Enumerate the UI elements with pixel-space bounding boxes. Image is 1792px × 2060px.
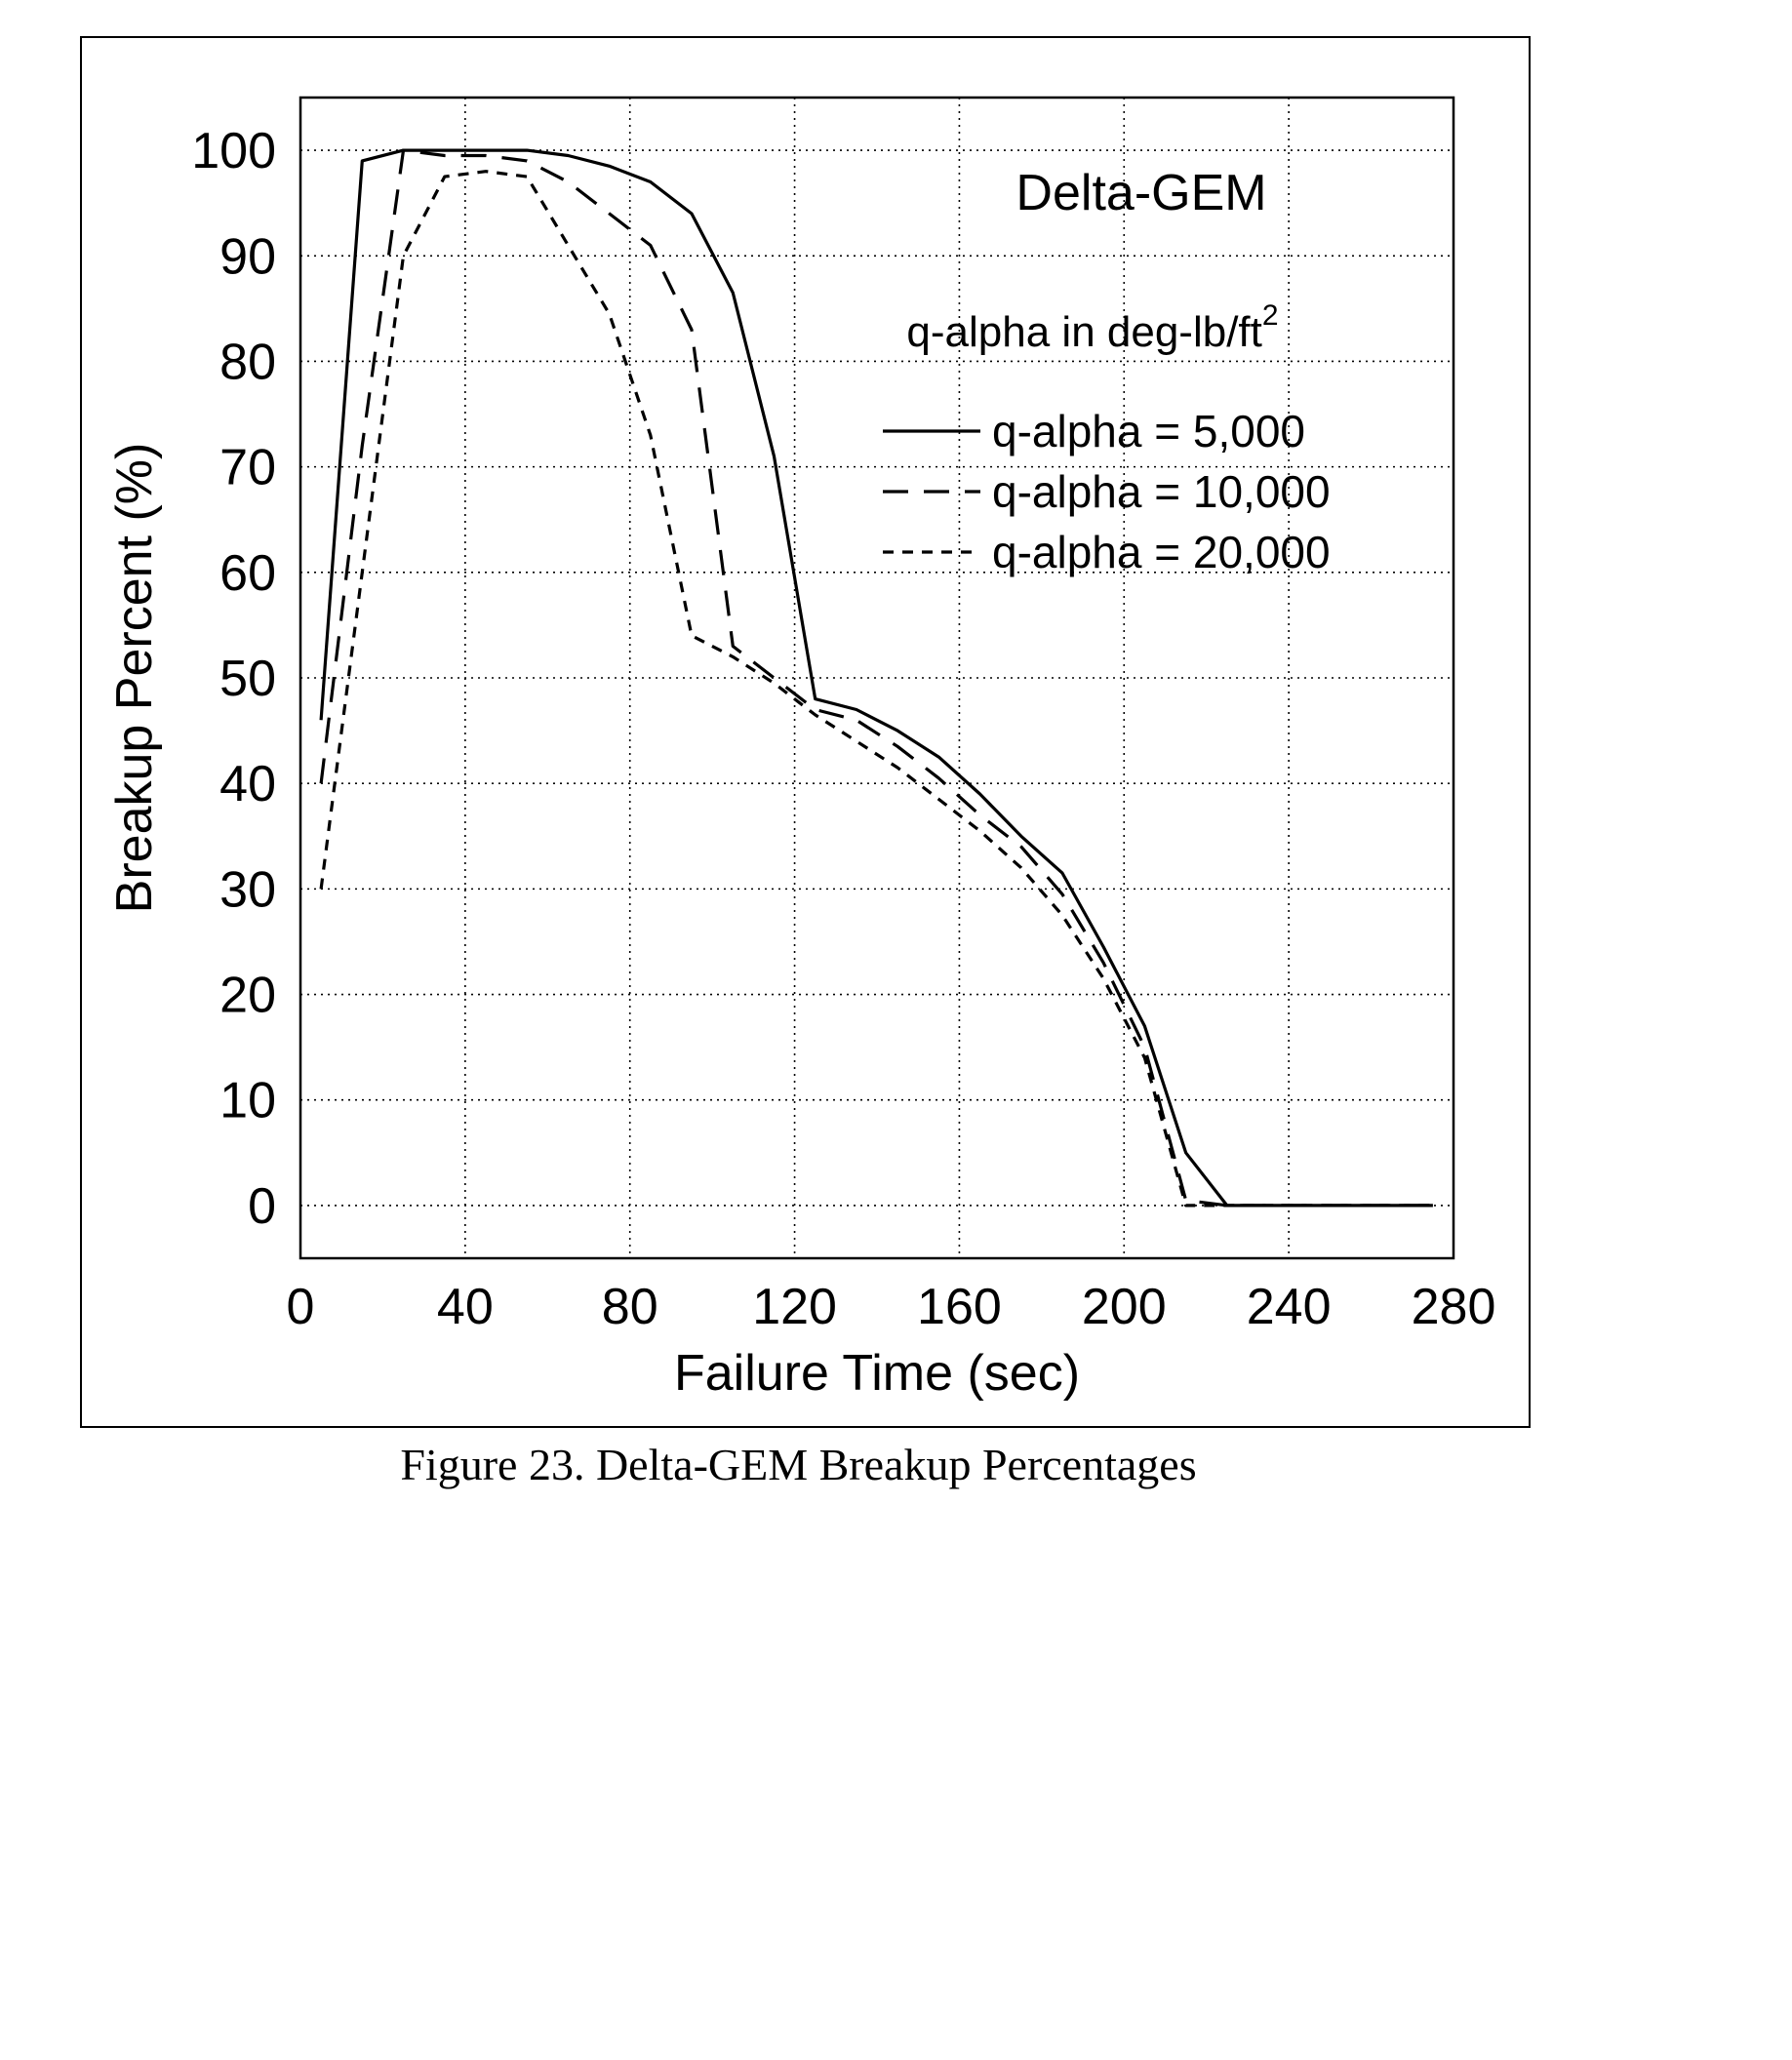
- x-tick-label: 160: [917, 1279, 1002, 1335]
- y-tick-label: 10: [219, 1073, 276, 1129]
- annotation-subtitle-text: q-alpha in deg-lb/ft: [906, 308, 1261, 356]
- chart: 0 40 80 120 160 200 240 280 0 10 20 30 40 50 60 70 80 90 1…: [106, 96, 1495, 1402]
- annotation-subtitle: q-alpha in deg-lb/ft2: [906, 299, 1278, 356]
- series-line: [319, 148, 1433, 1208]
- series-line: [319, 170, 1433, 1208]
- y-tick-label: 90: [219, 228, 276, 285]
- x-tick-label: 280: [1412, 1279, 1496, 1335]
- x-tick-label: 120: [752, 1279, 837, 1335]
- x-tick-label: 200: [1082, 1279, 1167, 1335]
- x-tick-label: 0: [287, 1279, 315, 1335]
- figure-frame: [80, 36, 1531, 1428]
- figure-caption: Figure 23. Delta-GEM Breakup Percentages: [400, 1440, 1197, 1489]
- legend-label: q-alpha = 5,000: [992, 406, 1305, 456]
- y-tick-label: 50: [219, 651, 276, 707]
- y-tick-label: 40: [219, 756, 276, 812]
- y-tick-label: 80: [219, 334, 276, 390]
- y-tick-label: 70: [219, 440, 276, 496]
- y-axis-title: Breakup Percent (%): [106, 443, 163, 914]
- series-lines: [319, 148, 1433, 1208]
- legend-label: q-alpha = 20,000: [992, 527, 1331, 577]
- annotation-subtitle-superscript: 2: [1262, 299, 1279, 332]
- x-tick-label: 80: [602, 1279, 658, 1335]
- x-tick-label: 240: [1247, 1279, 1332, 1335]
- legend-label: q-alpha = 10,000: [992, 466, 1331, 517]
- y-tick-label: 30: [219, 861, 276, 918]
- y-tick-label: 0: [248, 1178, 276, 1235]
- grid: [300, 98, 1454, 1258]
- plot-area-frame: [299, 96, 1455, 1260]
- x-tick-label: 40: [437, 1279, 494, 1335]
- y-tick-label: 100: [191, 123, 276, 179]
- y-tick-label: 20: [219, 968, 276, 1024]
- series-line: [319, 148, 1433, 1208]
- tick-labels: 0 40 80 120 160 200 240 280 0 10 20 30 40 50 60 70 80 90 1…: [191, 123, 1495, 1335]
- legend: q-alpha = 5,000 q-alpha = 10,000 q-alpha =…: [883, 406, 1331, 577]
- x-axis-title: Failure Time (sec): [674, 1345, 1080, 1402]
- y-tick-label: 60: [219, 545, 276, 602]
- annotation-title: Delta-GEM: [1015, 165, 1266, 221]
